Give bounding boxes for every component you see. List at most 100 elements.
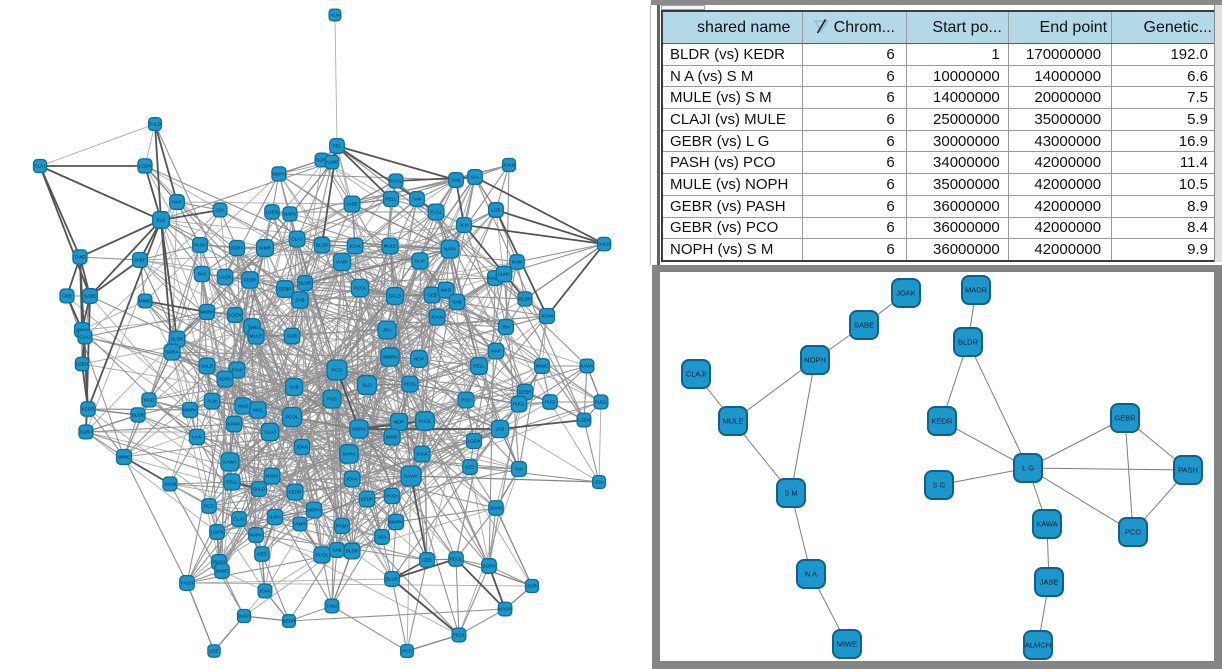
svg-text:PASH: PASH [181,581,193,586]
svg-text:SGRA: SGRA [316,158,329,163]
svg-text:ALM: ALM [459,223,469,228]
svg-text:L G: L G [1022,464,1034,473]
svg-text:PUGL: PUGL [430,210,443,215]
svg-text:SAB: SAB [451,178,460,183]
svg-text:SGR: SGR [527,584,538,589]
svg-text:SALD: SALD [598,242,611,247]
svg-text:CLAJ: CLAJ [34,164,45,169]
svg-text:KEDR: KEDR [361,497,374,502]
svg-text:NAPA: NAPA [284,212,297,217]
svg-text:JOAK: JOAK [416,452,429,457]
svg-text:PUG: PUG [327,397,338,402]
svg-text:MIWE: MIWE [118,455,131,460]
svg-text:CLAJ: CLAJ [291,237,302,242]
svg-text:MAD: MAD [144,398,155,403]
svg-text:PEL: PEL [333,144,342,149]
svg-text:NAP: NAP [491,349,500,354]
svg-text:MAD: MAD [441,288,452,293]
svg-text:LGEN: LGEN [468,439,481,444]
svg-text:BLDR: BLDR [316,243,329,248]
svg-text:MIWE: MIWE [216,569,229,574]
svg-text:WMRK: WMRK [200,310,215,315]
svg-text:NOP: NOP [394,420,404,425]
svg-text:JOAN: JOAN [541,314,553,319]
svg-text:PUG: PUG [545,400,555,405]
svg-text:MIWE: MIWE [139,299,151,304]
svg-text:SAB: SAB [332,548,341,553]
svg-text:PASH: PASH [238,614,250,619]
svg-text:JOA: JOA [216,208,225,213]
svg-text:NAPA: NAPA [266,474,279,479]
svg-text:TAN: TAN [247,325,256,330]
svg-text:ALM: ALM [207,399,217,404]
svg-text:LGEN: LGEN [219,275,232,280]
svg-text:SGRA: SGRA [230,246,244,251]
svg-text:LGE: LGE [491,208,500,213]
svg-text:PCOL: PCOL [285,415,298,421]
svg-text:BLDR: BLDR [386,577,399,582]
svg-text:TAN: TAN [515,467,524,472]
svg-text:SABE: SABE [84,294,96,299]
svg-text:SALD: SALD [149,122,162,127]
svg-text:S M: S M [784,489,797,498]
svg-text:JOA: JOA [502,325,512,330]
svg-text:JOAN: JOAN [164,482,176,487]
svg-text:KAW: KAW [512,260,523,265]
svg-text:SGRA: SGRA [79,430,93,435]
svg-text:BLD: BLD [362,383,372,389]
svg-text:ALMCH: ALMCH [1025,641,1051,650]
svg-text:NAPA: NAPA [444,247,457,252]
svg-text:PELL: PELL [385,197,397,202]
svg-text:BLDR: BLDR [132,413,145,418]
svg-text:PCO: PCO [332,368,343,374]
svg-text:SGRA: SGRA [218,377,232,382]
svg-text:ALMC: ALMC [498,272,511,277]
svg-text:MULE: MULE [723,417,744,426]
svg-text:SAB: SAB [295,298,304,303]
svg-text:MADR: MADR [498,607,512,612]
svg-text:GEBR: GEBR [278,287,292,292]
svg-text:SALD: SALD [253,487,266,492]
svg-text:SALD: SALD [201,364,214,369]
svg-text:JOA: JOA [378,535,388,540]
svg-text:PCOL: PCOL [450,557,463,562]
svg-text:PCOL: PCOL [453,633,466,638]
svg-text:WMRK: WMRK [383,355,399,360]
svg-text:GEBR: GEBR [1114,414,1136,423]
svg-text:KAWA: KAWA [1036,520,1058,529]
svg-text:CLAJ: CLAJ [233,517,244,522]
svg-text:MIW: MIW [192,435,202,440]
svg-text:SAB: SAB [289,385,298,390]
svg-text:JOAK: JOAK [349,244,362,249]
svg-text:KAWA: KAWA [223,460,237,465]
svg-text:MULE: MULE [250,334,263,339]
svg-text:WMRK: WMRK [183,408,198,413]
svg-text:NAPA: NAPA [250,533,263,538]
svg-text:LGEN: LGEN [229,313,242,318]
svg-text:JOA: JOA [595,480,604,485]
svg-text:KEDR: KEDR [289,490,302,495]
svg-text:SABE: SABE [346,202,358,207]
svg-text:SGRA: SGRA [165,350,179,355]
svg-text:PASH: PASH [336,524,348,529]
svg-text:GEB: GEB [422,558,432,563]
svg-text:BLDR: BLDR [299,281,312,286]
svg-text:WMR: WMR [259,246,271,251]
svg-text:PASH: PASH [386,494,398,499]
svg-text:PELL: PELL [473,364,485,369]
svg-text:CLAJI: CLAJI [686,370,706,379]
svg-text:MIWE: MIWE [386,435,399,440]
svg-text:LGE: LGE [209,649,218,654]
svg-text:PCOL: PCOL [404,382,417,387]
svg-text:PELL: PELL [226,480,238,485]
svg-text:PAS: PAS [198,272,207,277]
svg-text:MADR: MADR [965,286,988,295]
svg-text:PCOL: PCOL [419,419,432,424]
svg-text:ALMC: ALMC [326,160,339,165]
svg-text:NOP: NOP [415,259,425,264]
svg-text:MIWE: MIWE [536,364,549,369]
svg-text:NOPH: NOPH [272,172,285,177]
svg-text:CLAJ: CLAJ [264,430,275,435]
svg-text:WMR: WMR [336,260,348,265]
svg-text:BLD: BLD [156,218,166,223]
